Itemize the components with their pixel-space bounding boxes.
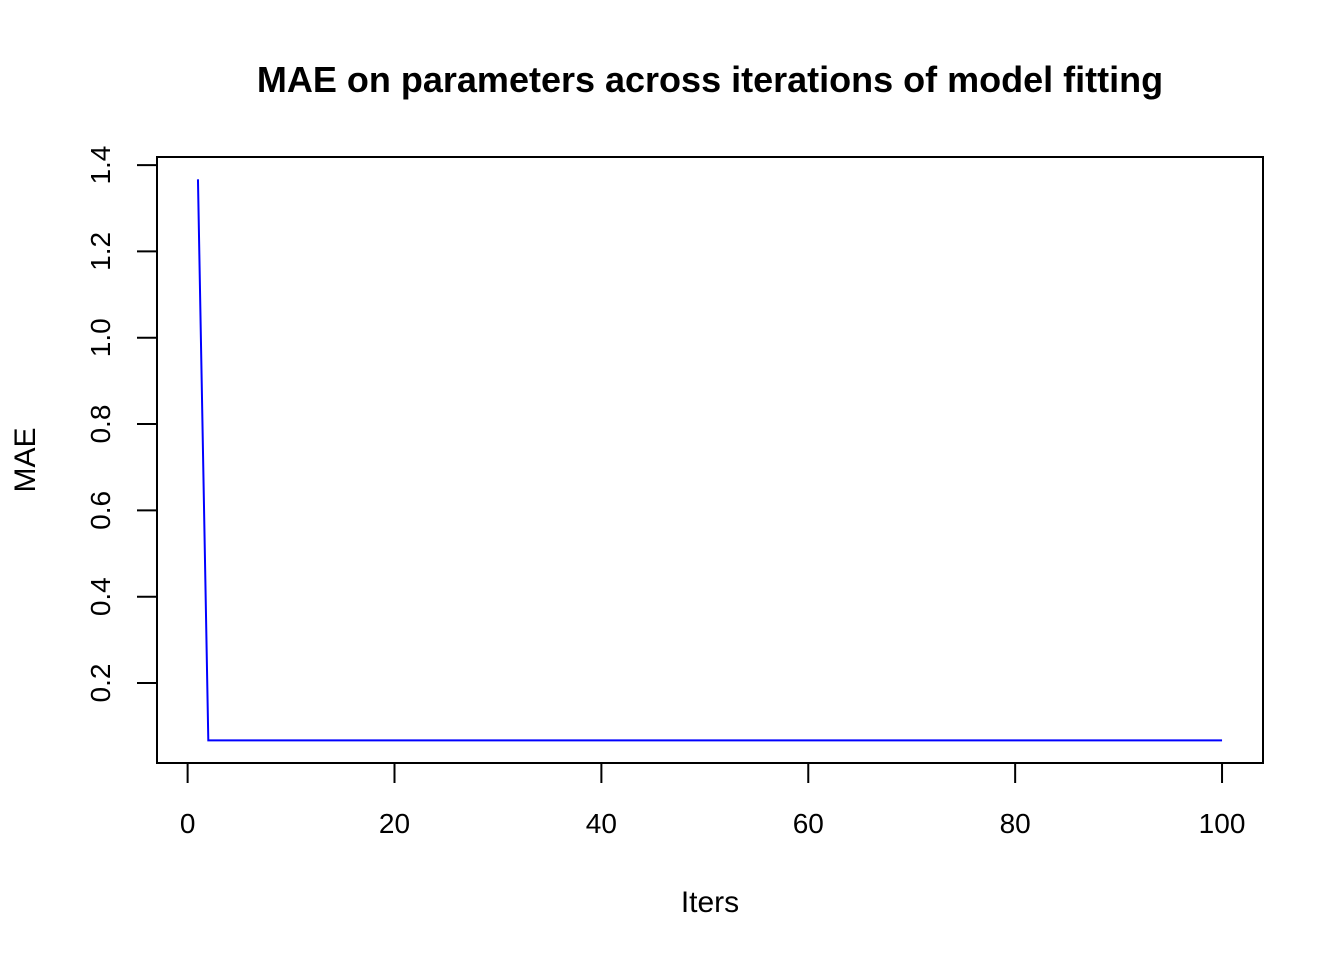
y-tick-label: 1.2 — [85, 232, 116, 271]
y-tick-label: 1.4 — [85, 146, 116, 185]
y-tick-label: 0.4 — [85, 577, 116, 616]
x-tick-label: 100 — [1199, 808, 1246, 839]
y-tick-label: 0.8 — [85, 405, 116, 444]
x-tick-label: 20 — [379, 808, 410, 839]
y-tick-label: 0.2 — [85, 664, 116, 703]
series-layer — [196, 179, 1223, 742]
y-axis-label: MAE — [9, 427, 42, 492]
plot-frame — [156, 156, 1264, 764]
x-tick-label: 80 — [1000, 808, 1031, 839]
x-tick-label: 0 — [180, 808, 196, 839]
x-axis-label: Iters — [681, 886, 739, 919]
x-tick-label: 40 — [586, 808, 617, 839]
x-axis: 0 20 40 60 80 100 — [180, 762, 1246, 839]
chart-title: MAE on parameters across iterations of m… — [257, 59, 1163, 100]
x-tick-label: 60 — [793, 808, 824, 839]
y-tick-label: 1.0 — [85, 318, 116, 357]
y-axis: 0.2 0.4 0.6 0.8 1.0 1.2 1.4 — [85, 146, 158, 703]
y-tick-label: 0.6 — [85, 491, 116, 530]
series-line — [196, 179, 1223, 742]
